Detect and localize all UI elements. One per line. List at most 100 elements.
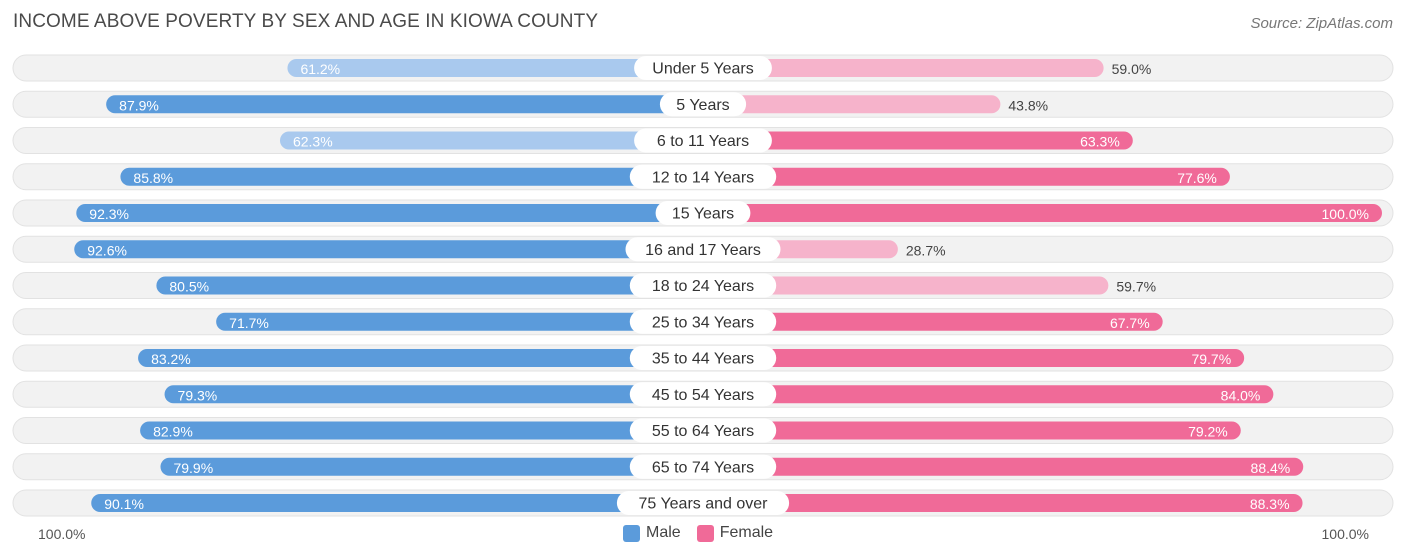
male-value-label: 90.1% [104,496,144,512]
category-label-bg [629,346,777,370]
female-value-label: 28.7% [906,242,946,258]
female-bar [703,131,1133,150]
category-label-bg [629,273,777,298]
category-label: 15 Years [672,206,734,223]
female-value-label: 100.0% [1322,206,1369,222]
source-attribution: Source: ZipAtlas.com [1250,15,1393,32]
female-value-label: 59.0% [1112,61,1152,77]
legend-item-female[interactable]: Female [696,524,774,542]
female-value-label: 79.2% [1188,424,1228,440]
female-value-label: 79.7% [1191,351,1231,367]
male-bar [120,167,704,186]
row-12-to-14-years: 85.8% 77.6% 12 to 14 Years [12,163,1394,191]
axis-right-label: 100.0% [1321,526,1369,542]
row-25-to-34-years: 71.7% 67.7% 25 to 34 Years [12,308,1394,336]
male-value-label: 92.3% [89,206,129,222]
legend-label-female: Female [719,524,774,541]
row-5-years: 87.9% 43.8% 5 Years [12,90,1394,118]
female-value-label: 88.4% [1251,460,1291,476]
male-bar [91,494,703,512]
male-value-label: 83.2% [151,351,191,367]
female-bar [703,276,1109,295]
category-label: 35 to 44 Years [652,351,754,368]
row-under-5-years: 61.2% 59.0% Under 5 Years [12,54,1394,82]
male-value-label: 62.3% [293,134,333,150]
legend-swatch-male [623,524,640,542]
row-18-to-24-years: 80.5% 59.7% 18 to 24 Years [12,272,1394,299]
category-label-bg [634,128,772,153]
male-bar [76,204,703,222]
row-75-years-and-over: 90.1% 88.3% 75 Years and over [12,489,1394,517]
female-bar [703,312,1163,331]
row-45-to-54-years: 79.3% 84.0% 45 to 54 Years [12,380,1394,408]
male-bar [106,95,703,114]
female-bar [703,59,1104,77]
female-bar [703,385,1274,404]
female-bar [703,204,1382,222]
category-label: 25 to 34 Years [652,314,754,331]
category-label-bg [629,454,777,479]
female-value-label: 84.0% [1221,387,1261,403]
chart-area: 61.2% 59.0% Under 5 Years 87.9% 43.8% 5 Years… [12,54,1394,517]
category-label-bg [655,201,751,225]
female-value-label: 67.7% [1110,315,1150,331]
male-value-label: 71.7% [229,315,269,331]
male-value-label: 87.9% [119,97,159,113]
category-label: 65 to 74 Years [652,459,754,476]
male-bar [164,385,704,404]
category-label-bg [659,92,747,117]
female-bar [703,167,1230,186]
category-label: 6 to 11 Years [657,133,749,150]
legend: Male Female [623,524,789,542]
category-label: 55 to 64 Years [652,423,754,440]
male-bar [138,349,703,367]
male-bar [216,312,704,331]
female-bar [703,349,1245,367]
male-value-label: 79.3% [178,387,218,403]
female-value-label: 59.7% [1116,279,1156,295]
male-value-label: 61.2% [300,61,340,77]
row-15-years: 92.3% 100.0% 15 Years [12,199,1394,227]
category-label: 45 to 54 Years [652,387,754,404]
category-label-bg [629,309,777,334]
female-bar [703,494,1303,512]
row-35-to-44-years: 83.2% 79.7% 35 to 44 Years [12,344,1394,372]
chart-title: INCOME ABOVE POVERTY BY SEX AND AGE IN K… [13,11,599,32]
category-label: 5 Years [676,97,729,114]
legend-label-male: Male [646,524,681,541]
row-55-to-64-years: 82.9% 79.2% 55 to 64 Years [12,417,1394,444]
male-value-label: 82.9% [153,424,193,440]
category-label-bg [629,164,777,189]
category-label-bg [634,56,772,80]
male-value-label: 92.6% [87,242,127,258]
legend-swatch-female [696,524,714,542]
male-bar [74,240,704,259]
female-value-label: 88.3% [1250,496,1290,512]
male-bar [287,59,703,77]
category-label-bg [629,382,777,407]
category-label: Under 5 Years [652,61,753,78]
male-value-label: 85.8% [133,170,173,186]
row-65-to-74-years: 79.9% 88.4% 65 to 74 Years [12,453,1394,481]
male-bar [160,457,703,476]
male-bar [279,131,703,150]
legend-item-male[interactable]: Male [623,524,681,542]
category-label-bg [629,418,777,443]
category-label-bg [616,491,790,515]
male-bar [140,421,703,440]
category-label: 12 to 14 Years [652,169,754,186]
category-label: 16 and 17 Years [645,242,761,259]
category-label-bg [625,237,781,262]
category-label: 75 Years and over [639,496,769,513]
row-16-and-17-years: 92.6% 28.7% 16 and 17 Years [12,235,1394,263]
category-label: 18 to 24 Years [652,278,754,295]
male-bar [156,276,703,295]
female-value-label: 63.3% [1080,134,1120,150]
female-bar [703,421,1241,440]
male-value-label: 79.9% [173,460,213,476]
female-bar [703,457,1304,476]
male-value-label: 80.5% [169,279,209,295]
axis-left-label: 100.0% [38,526,86,542]
row-6-to-11-years: 62.3% 63.3% 6 to 11 Years [12,127,1394,154]
female-bar [703,95,1001,114]
